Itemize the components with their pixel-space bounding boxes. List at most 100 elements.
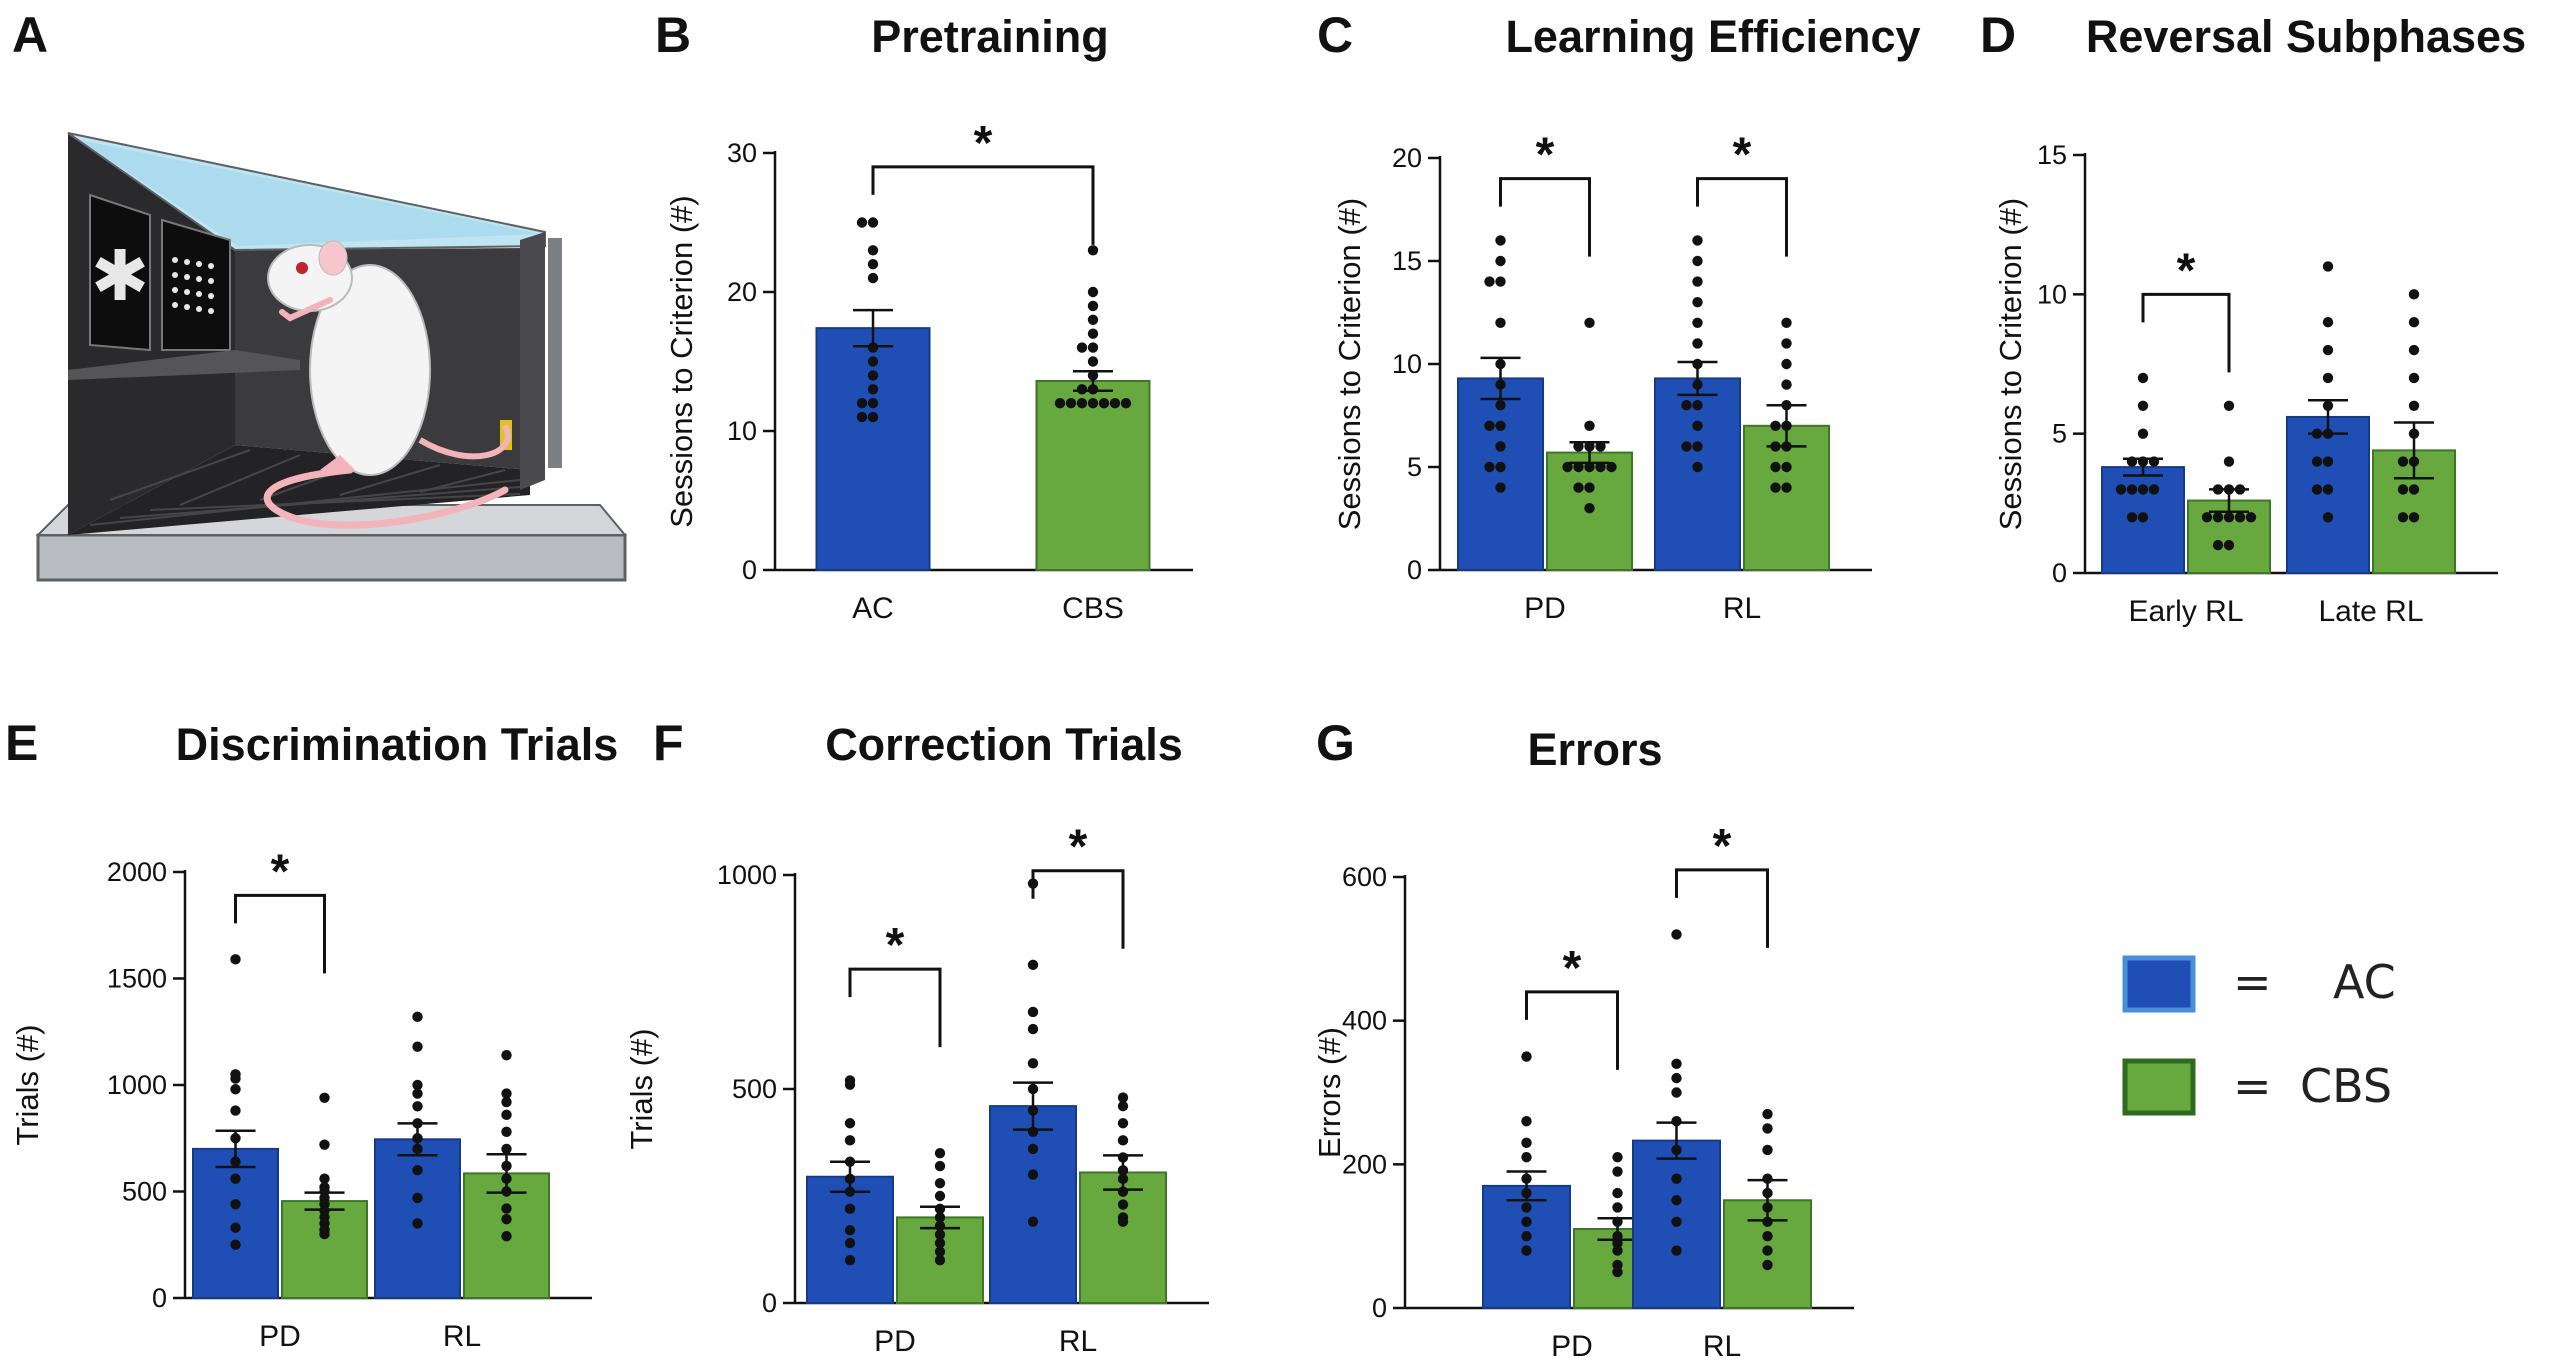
significance-star: * <box>1563 942 1582 995</box>
data-point <box>2234 512 2246 523</box>
data-point <box>2137 512 2149 523</box>
legend-equals-ac: = <box>2233 955 2272 1009</box>
data-point <box>1612 1266 1623 1278</box>
x-category-label: RL <box>1723 592 1761 625</box>
data-point <box>1781 441 1792 452</box>
data-point <box>1027 1143 1039 1155</box>
data-point <box>1762 1245 1773 1256</box>
data-point <box>1692 255 1703 267</box>
data-point <box>1671 1173 1682 1184</box>
significance-star: * <box>974 117 993 170</box>
data-point <box>1495 441 1506 452</box>
data-point <box>2322 428 2334 439</box>
data-point <box>2397 456 2409 467</box>
data-point <box>2115 484 2127 495</box>
y-axis-label: Sessions to Criterion (#) <box>1332 198 1367 531</box>
data-point <box>1612 1187 1623 1199</box>
data-point <box>2148 484 2160 495</box>
data-point <box>1671 1087 1682 1098</box>
data-point <box>1521 1173 1532 1184</box>
data-point <box>1692 358 1703 370</box>
data-point <box>1521 1116 1532 1127</box>
data-point <box>1521 1245 1532 1256</box>
x-category-label: AC <box>852 592 894 625</box>
data-point <box>1117 1165 1129 1176</box>
data-point <box>1087 314 1099 325</box>
data-point <box>501 1049 512 1061</box>
significance-star: * <box>1536 129 1555 182</box>
data-point <box>1087 300 1099 312</box>
data-point <box>2311 428 2323 439</box>
data-point <box>1495 317 1506 328</box>
data-point <box>1692 338 1703 349</box>
y-tick-label: 600 <box>1342 862 1387 892</box>
data-point <box>2212 484 2224 495</box>
data-point <box>1087 342 1099 353</box>
panel-title: Errors <box>1527 724 1662 775</box>
y-tick-label: 400 <box>1342 1006 1387 1036</box>
data-point <box>2201 512 2213 523</box>
data-point <box>844 1186 856 1197</box>
data-point <box>1495 420 1506 431</box>
data-point <box>1762 1216 1773 1228</box>
data-point <box>1573 461 1584 473</box>
data-point <box>501 1143 512 1155</box>
x-category-label: PD <box>259 1320 301 1353</box>
data-point <box>1671 1144 1682 1156</box>
data-point <box>867 370 879 381</box>
data-point <box>1117 1118 1129 1129</box>
data-point <box>1612 1151 1623 1163</box>
data-point <box>1076 398 1088 409</box>
data-point <box>1584 317 1595 328</box>
data-point <box>934 1203 946 1215</box>
data-point <box>1584 503 1595 514</box>
data-point <box>2408 344 2420 356</box>
data-point <box>501 1213 512 1225</box>
data-point <box>1027 1006 1039 1018</box>
data-point <box>867 411 879 423</box>
data-point <box>1087 398 1099 409</box>
panel-label-e: E <box>5 715 38 771</box>
data-point <box>2137 428 2149 439</box>
data-point <box>1109 398 1121 409</box>
data-point <box>2322 456 2334 467</box>
data-point <box>412 1011 423 1023</box>
data-point <box>1117 1199 1129 1210</box>
data-point <box>1762 1187 1773 1199</box>
data-point <box>2126 456 2138 467</box>
data-point <box>1495 235 1506 246</box>
data-point <box>1087 245 1099 256</box>
legend-equals-cbs: = <box>2233 1059 2272 1113</box>
data-point <box>1671 1245 1682 1256</box>
y-tick-label: 0 <box>152 1283 167 1313</box>
data-point <box>1595 441 1606 452</box>
data-point <box>867 245 879 256</box>
data-point <box>934 1237 946 1249</box>
data-point <box>1117 1092 1129 1103</box>
data-point <box>1612 1202 1623 1213</box>
data-point <box>1762 1173 1773 1184</box>
data-point <box>1770 482 1781 493</box>
data-point <box>2408 512 2420 523</box>
data-point <box>2322 484 2334 495</box>
data-point <box>501 1186 512 1197</box>
data-point <box>412 1041 423 1052</box>
data-point <box>2126 484 2138 495</box>
significance-star: * <box>1713 820 1732 873</box>
data-point <box>934 1160 946 1172</box>
panel-title: Correction Trials <box>825 719 1183 770</box>
data-point <box>501 1126 512 1138</box>
data-point <box>1584 441 1595 452</box>
data-point <box>230 1222 241 1233</box>
significance-star: * <box>886 919 905 972</box>
data-point <box>1612 1166 1623 1177</box>
data-point <box>319 1173 330 1184</box>
panel-title: Pretraining <box>871 11 1109 62</box>
data-point <box>1671 929 1682 940</box>
data-point <box>412 1192 423 1204</box>
data-point <box>1584 420 1595 431</box>
panel-label-d: D <box>1980 7 2016 63</box>
data-point <box>856 217 868 228</box>
y-tick-label: 20 <box>1392 143 1422 173</box>
x-category-label: RL <box>443 1320 481 1353</box>
